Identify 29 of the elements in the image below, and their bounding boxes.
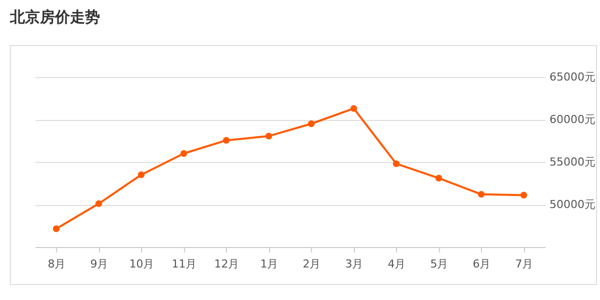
point xyxy=(435,174,442,182)
x-tick-label: 7月 xyxy=(515,258,534,270)
y-tick-label: 65000元 xyxy=(550,70,596,84)
x-tick-label: 12月 xyxy=(214,258,240,270)
x-tick-label: 5月 xyxy=(430,258,448,270)
point xyxy=(52,225,60,232)
x-tick-label: 8月 xyxy=(48,258,66,270)
point xyxy=(265,132,272,140)
point xyxy=(350,105,358,112)
y-tick-label: 55000元 xyxy=(550,156,596,168)
x-tick-label: 6月 xyxy=(472,258,491,270)
x-tick-label: 2月 xyxy=(302,258,321,270)
x-tick-label: 4月 xyxy=(388,258,406,270)
point xyxy=(520,192,528,198)
x-tick-label: 9月 xyxy=(90,258,108,270)
x-tick-label: 11月 xyxy=(172,258,197,270)
point xyxy=(138,171,145,178)
point xyxy=(95,200,102,207)
point xyxy=(392,160,400,168)
point xyxy=(222,136,230,144)
x-tick-label: 3月 xyxy=(345,258,364,270)
chart-title: 北京房价走势 xyxy=(10,8,100,27)
x-tick-label: 10月 xyxy=(129,258,154,270)
y-tick-label: 60000元 xyxy=(550,113,596,126)
y-tick-label: 50000元 xyxy=(550,198,596,211)
point xyxy=(308,120,315,128)
point xyxy=(180,150,188,157)
x-tick-label: 1月 xyxy=(260,258,278,270)
point xyxy=(478,190,485,198)
